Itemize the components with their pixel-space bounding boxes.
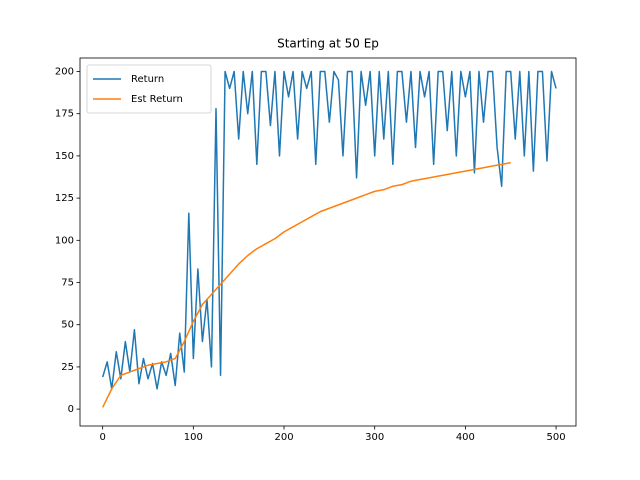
x-tick-label: 200 <box>274 432 293 443</box>
y-tick-label: 100 <box>55 235 74 246</box>
plot-frame <box>79 57 577 427</box>
y-tick-label: 175 <box>55 109 74 120</box>
chart-title: Starting at 50 Ep <box>277 37 379 51</box>
x-tick-label: 100 <box>184 432 203 443</box>
legend-label: Est Return <box>131 94 183 105</box>
y-tick-label: 200 <box>55 67 74 78</box>
data-line <box>101 70 557 390</box>
x-tick-label: 300 <box>365 432 384 443</box>
y-tick-label: 150 <box>55 151 74 162</box>
x-tick-label: 400 <box>456 432 475 443</box>
legend-label: Return <box>131 74 164 85</box>
y-tick-label: 125 <box>55 193 74 204</box>
x-tick-label: 500 <box>547 432 566 443</box>
y-tick-label: 50 <box>61 320 74 331</box>
legend: Return Est Return <box>86 64 212 114</box>
y-tick-label: 25 <box>61 362 74 373</box>
legend-box <box>86 64 212 114</box>
y-tick-label: 75 <box>61 278 74 289</box>
data-line <box>101 161 511 408</box>
y-tick-label: 0 <box>68 404 74 415</box>
x-tick-label: 0 <box>99 432 105 443</box>
